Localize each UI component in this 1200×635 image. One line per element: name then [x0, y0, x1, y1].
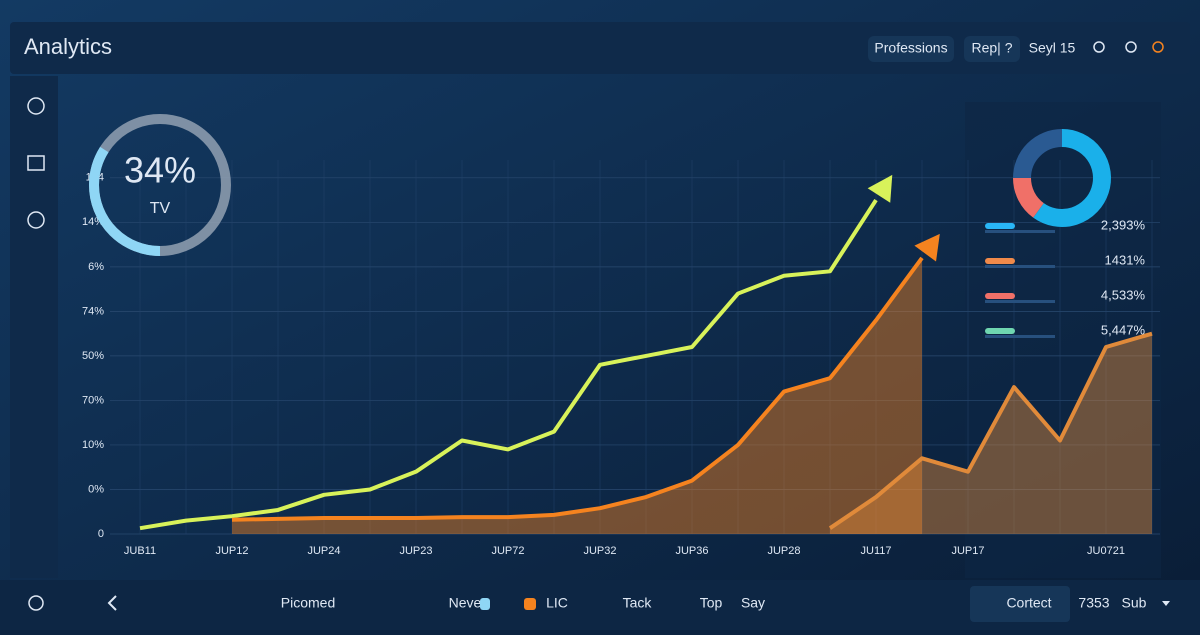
app-title: Analytics [24, 34, 112, 59]
series-line [828, 331, 1153, 530]
legend-value: 5,447% [1101, 322, 1146, 337]
legend-value: 4,533% [1101, 287, 1146, 302]
footer-item[interactable]: Top [700, 595, 723, 611]
x-tick-label: JUP24 [307, 545, 340, 557]
donut-segment [1013, 129, 1063, 179]
legend-track [985, 265, 1055, 268]
series-line [231, 256, 924, 522]
search-icon[interactable] [1093, 41, 1105, 53]
footer-item[interactable]: Tack [623, 595, 653, 611]
header-button-label[interactable]: Seyl 15 [1029, 40, 1076, 56]
user-icon[interactable] [1125, 41, 1137, 53]
arrow-head [867, 174, 893, 203]
x-tick-label: JU117 [861, 545, 892, 557]
footer-item[interactable]: Say [741, 595, 765, 611]
y-tick-label: 0 [98, 528, 104, 540]
legend-track [985, 230, 1055, 233]
footer-item[interactable]: Picomed [281, 595, 335, 611]
nav-icon[interactable] [27, 97, 45, 115]
arrow-head [914, 233, 940, 262]
sidebar [10, 76, 58, 578]
x-tick-label: JUP72 [491, 545, 524, 557]
legend-dot [524, 598, 536, 610]
x-tick-label: JUP23 [399, 545, 432, 557]
header-button[interactable] [964, 36, 1020, 62]
x-tick-label: JU0721 [1087, 545, 1125, 557]
legend-swatch [985, 223, 1015, 229]
nav-icon[interactable] [27, 155, 45, 171]
legend-value: 1431% [1105, 252, 1146, 267]
footer-item[interactable]: Neve [449, 595, 482, 611]
series-area [232, 257, 922, 534]
nav-icon[interactable] [27, 211, 45, 229]
back-icon[interactable] [107, 595, 117, 611]
legend-track [985, 335, 1055, 338]
footer-item[interactable]: 7353 [1078, 595, 1109, 611]
donut-segment [1013, 177, 1045, 218]
y-tick-label: 50% [82, 350, 104, 362]
x-tick-label: JUP28 [767, 545, 800, 557]
header-button-label[interactable]: Professions [874, 40, 947, 56]
y-tick-label: 10% [82, 439, 104, 451]
alert-icon[interactable] [1152, 41, 1164, 53]
legend-dot [480, 598, 490, 610]
y-tick-label: 70% [82, 394, 104, 406]
gauge-label: 34% [124, 150, 196, 191]
x-tick-label: JUB11 [124, 545, 156, 557]
legend-swatch [985, 328, 1015, 334]
settings-icon[interactable] [28, 595, 44, 611]
footer-button[interactable] [970, 586, 1070, 622]
x-tick-label: JUP12 [215, 545, 248, 557]
y-tick-label: 0% [88, 483, 104, 495]
header-button[interactable] [868, 36, 954, 62]
y-tick-label: 6% [88, 261, 104, 273]
gauge-caption: TV [150, 200, 171, 217]
y-tick-label: 74% [82, 305, 104, 317]
legend-swatch [985, 258, 1015, 264]
legend-value: 2,393% [1101, 217, 1146, 232]
donut-segment [1033, 129, 1111, 227]
x-tick-label: JUP36 [675, 545, 708, 557]
series-area [830, 333, 1152, 534]
dropdown-icon[interactable] [1162, 601, 1170, 606]
legend-track [985, 300, 1055, 303]
footer-item[interactable]: Sub [1122, 595, 1147, 611]
series-line [139, 198, 878, 531]
footer-item[interactable]: LIC [546, 595, 568, 611]
x-tick-label: JUP32 [583, 545, 616, 557]
legend-swatch [985, 293, 1015, 299]
footer-item[interactable]: Cortect [1006, 595, 1051, 611]
gauge-value [89, 114, 231, 256]
header-button-label[interactable]: Rep| ? [972, 40, 1013, 56]
x-tick-label: JUP17 [951, 545, 984, 557]
